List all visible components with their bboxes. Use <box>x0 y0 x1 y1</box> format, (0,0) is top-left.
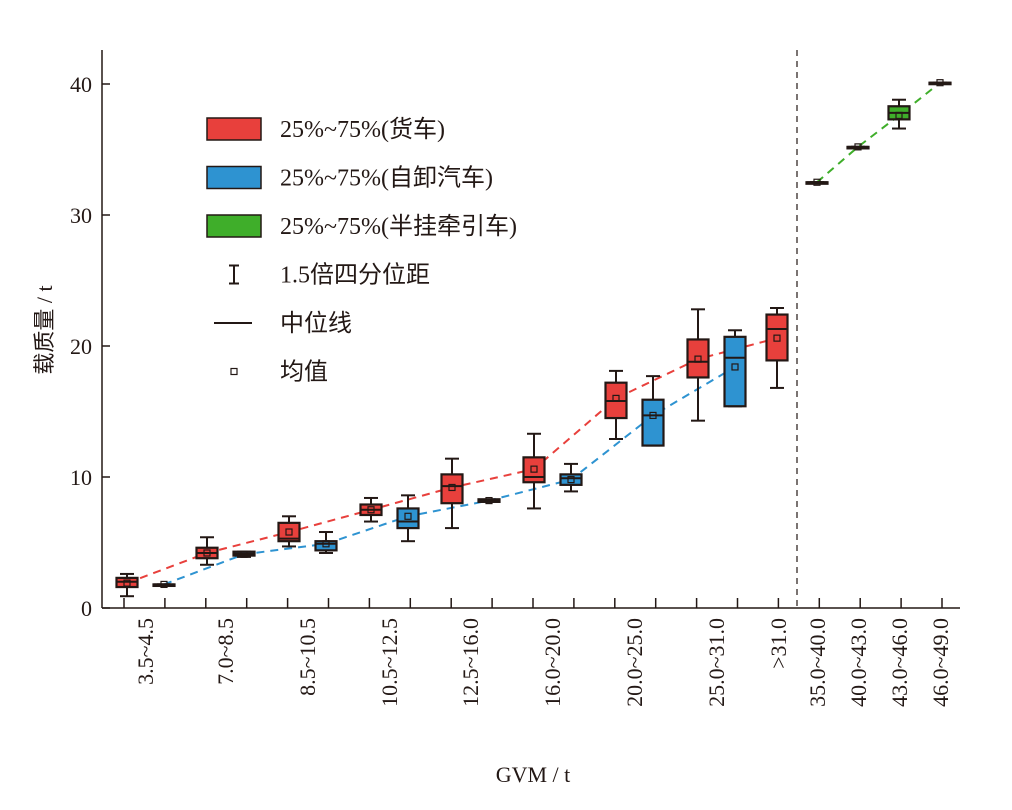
box-truck <box>604 369 628 441</box>
x-tick-label: 3.5~4.5 <box>133 618 158 685</box>
y-tick-label: 0 <box>81 596 92 621</box>
iqr-box <box>641 398 665 447</box>
mean-marker <box>567 476 575 484</box>
legend-swatch <box>206 165 262 190</box>
legend-swatch <box>206 214 262 238</box>
legend-item: 1.5倍四分位距 <box>229 262 430 289</box>
legend-item: 25%~75%(货车) <box>206 116 445 143</box>
axes: 0 10 20 30 40 3.5~4.5 7.0~8.5 8.5~10.5 10.5~12.5… <box>70 50 960 707</box>
box-semi <box>846 143 870 151</box>
box-dump <box>723 329 747 408</box>
mean-marker <box>813 178 821 186</box>
legend-mean-icon <box>230 367 238 376</box>
legend-swatch <box>206 117 262 141</box>
x-tick-label: 10.5~12.5 <box>377 618 402 707</box>
legend-label: 中位线 <box>280 310 352 337</box>
legend-label: 25%~75%(自卸汽车) <box>280 165 493 192</box>
legend-label: 25%~75%(半挂牵引车) <box>280 213 517 240</box>
mean-marker <box>160 580 168 589</box>
legend-label: 均值 <box>280 359 328 386</box>
mean-marker <box>123 579 131 587</box>
x-tick-label: 35.0~40.0 <box>805 618 830 707</box>
box-truck <box>765 307 789 389</box>
mean-marker <box>649 411 657 420</box>
y-tick-label: 40 <box>70 72 92 97</box>
x-tick-label: 25.0~31.0 <box>704 618 729 707</box>
x-tick-label: 46.0~49.0 <box>928 618 953 707</box>
box-dump <box>232 550 256 558</box>
box-dump <box>396 494 420 543</box>
x-tick-label: 40.0~43.0 <box>846 618 871 707</box>
box-dump <box>559 462 583 493</box>
box-truck <box>440 457 464 530</box>
x-tick-label: >31.0 <box>766 618 791 669</box>
mean-marker <box>612 394 620 402</box>
mean-marker <box>530 465 538 473</box>
mean-marker <box>773 334 781 342</box>
mean-marker <box>485 496 493 505</box>
mean-marker <box>854 143 862 151</box>
y-tick-label: 10 <box>70 465 92 490</box>
mean-marker <box>285 528 293 536</box>
box-truck <box>195 536 219 566</box>
iqr-box <box>277 521 301 543</box>
mean-marker <box>448 483 456 492</box>
iqr-box <box>723 335 747 408</box>
box-truck <box>686 308 710 422</box>
x-tick-label: 7.0~8.5 <box>213 618 238 685</box>
mean-marker <box>731 363 739 371</box>
x-tick-label: 16.0~20.0 <box>540 618 565 707</box>
x-tick-label: 12.5~16.0 <box>458 618 483 707</box>
plot-marks <box>115 79 952 598</box>
mean-trend-line-semi <box>816 81 941 184</box>
legend-item: 25%~75%(自卸汽车) <box>206 165 493 192</box>
legend-item: 25%~75%(半挂牵引车) <box>206 213 517 240</box>
iqr-box <box>686 338 710 379</box>
mean-trend-line-dump <box>163 366 736 586</box>
box-dump <box>477 496 501 505</box>
iqr-box <box>440 473 464 505</box>
box-truck <box>359 496 383 523</box>
x-tick-label: 8.5~10.5 <box>295 618 320 696</box>
mean-marker <box>936 79 944 87</box>
x-tick-label: 20.0~25.0 <box>622 618 647 707</box>
box-truck <box>277 515 301 548</box>
mean-marker <box>694 355 702 363</box>
x-tick-label: 43.0~46.0 <box>887 618 912 707</box>
y-tick-label: 20 <box>70 334 92 359</box>
box-semi <box>805 178 829 186</box>
legend: 25%~75%(货车) 25%~75%(自卸汽车) 25%~75%(半挂牵引车) 1.… <box>206 116 517 386</box>
mean-marker <box>895 111 903 120</box>
box-dump <box>314 531 338 554</box>
box-truck <box>115 572 139 598</box>
legend-label: 1.5倍四分位距 <box>280 262 430 289</box>
legend-label: 25%~75%(货车) <box>280 116 445 143</box>
iqr-box <box>396 507 420 530</box>
iqr-box <box>765 313 789 362</box>
legend-item: 均值 <box>230 359 328 386</box>
mean-marker <box>404 512 412 520</box>
y-axis-title: 载质量 / t <box>32 285 57 374</box>
box-truck <box>522 432 546 510</box>
mean-marker <box>322 540 330 548</box>
iqr-box <box>314 540 338 552</box>
box-dump <box>152 580 176 589</box>
box-dump <box>641 375 665 447</box>
legend-item: 中位线 <box>214 310 352 337</box>
mean-marker <box>240 550 248 558</box>
mean-marker <box>367 506 375 514</box>
box-semi <box>928 79 952 87</box>
box-semi <box>887 98 911 130</box>
y-tick-label: 30 <box>70 203 92 228</box>
x-axis-title: GVM / t <box>496 762 571 787</box>
mean-marker <box>203 549 211 557</box>
iqr-box <box>522 456 546 484</box>
iqr-box <box>559 473 583 486</box>
